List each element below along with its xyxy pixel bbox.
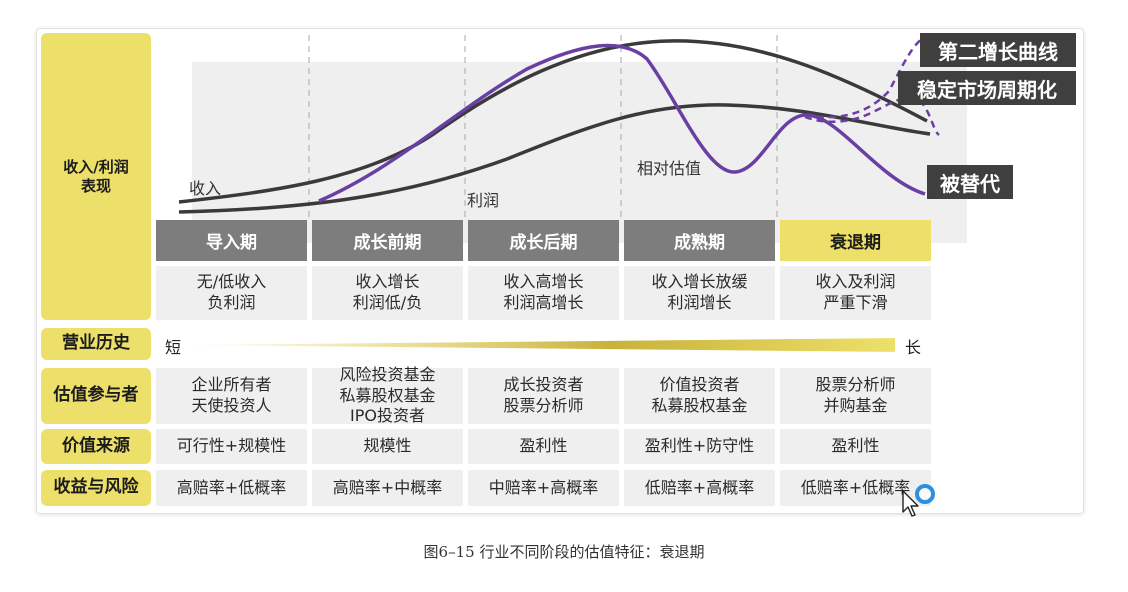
risk-return-cell-intro: 高赔率+低概率 — [156, 470, 307, 506]
value-source-cell-late-growth: 盈利性 — [468, 429, 619, 464]
performance-cell-mature: 收入增长放缓 利润增长 — [624, 266, 775, 320]
relative-valuation-label: 相对估值 — [637, 159, 702, 178]
revenue-curve-label: 收入 — [189, 179, 222, 198]
value-source-cell-intro: 可行性+规模性 — [156, 429, 307, 464]
stage-header-early-growth: 成长前期 — [312, 220, 463, 261]
revenue-curve — [178, 39, 928, 204]
value-source-cell-decline: 盈利性 — [780, 429, 931, 464]
history-gradient-bar — [187, 338, 895, 352]
mouse-cursor-icon — [902, 490, 919, 517]
curve-plot-area — [192, 62, 967, 243]
replaced-callout: 被替代 — [927, 165, 1013, 199]
participants-cell-mature: 价值投资者 私募股权基金 — [624, 368, 775, 424]
click-indicator-icon — [915, 484, 935, 504]
risk-return-cell-early-growth: 高赔率+中概率 — [312, 470, 463, 506]
second-curve-callout: 第二增长曲线 — [920, 33, 1076, 67]
row-label-revenue-profit: 收入/利润 表现 — [41, 33, 151, 320]
figure-caption: 图6–15 行业不同阶段的估值特征：衰退期 — [423, 543, 705, 561]
risk-return-cell-late-growth: 中赔率+高概率 — [468, 470, 619, 506]
performance-cell-intro: 无/低收入 负利润 — [156, 266, 307, 320]
participants-cell-late-growth: 成长投资者 股票分析师 — [468, 368, 619, 424]
profit-curve — [178, 103, 931, 214]
history-long-label: 长 — [905, 338, 922, 357]
row-label-value-source: 价值来源 — [41, 429, 151, 464]
performance-cell-late-growth: 收入高增长 利润高增长 — [468, 266, 619, 320]
diagram-card: 收入 利润 相对估值 第二增长曲线 稳定市场周期化 被替代 收入/利润 表现 营… — [36, 28, 1084, 514]
performance-cell-decline: 收入及利润 严重下滑 — [780, 266, 931, 320]
second-curve-branch — [804, 35, 926, 119]
row-label-history: 营业历史 — [41, 328, 151, 360]
relative-valuation-curve — [318, 43, 926, 203]
history-short-label: 短 — [165, 338, 182, 357]
participants-cell-decline: 股票分析师 并购基金 — [780, 368, 931, 424]
value-source-cell-mature: 盈利性+防守性 — [624, 429, 775, 464]
stage-header-mature: 成熟期 — [624, 220, 775, 261]
row-label-participants: 估值参与者 — [41, 368, 151, 424]
lifecycle-curves — [178, 35, 940, 221]
risk-return-cell-mature: 低赔率+高概率 — [624, 470, 775, 506]
stable-cycle-callout: 稳定市场周期化 — [898, 71, 1076, 105]
profit-curve-label: 利润 — [467, 191, 500, 210]
participants-cell-intro: 企业所有者 天使投资人 — [156, 368, 307, 424]
row-label-risk-return: 收益与风险 — [41, 470, 151, 506]
stage-header-late-growth: 成长后期 — [468, 220, 619, 261]
performance-cell-early-growth: 收入增长 利润低/负 — [312, 266, 463, 320]
value-source-cell-early-growth: 规模性 — [312, 429, 463, 464]
participants-cell-early-growth: 风险投资基金 私募股权基金 IPO投资者 — [312, 365, 463, 425]
stage-header-intro: 导入期 — [156, 220, 307, 261]
stage-header-decline: 衰退期 — [780, 220, 931, 261]
